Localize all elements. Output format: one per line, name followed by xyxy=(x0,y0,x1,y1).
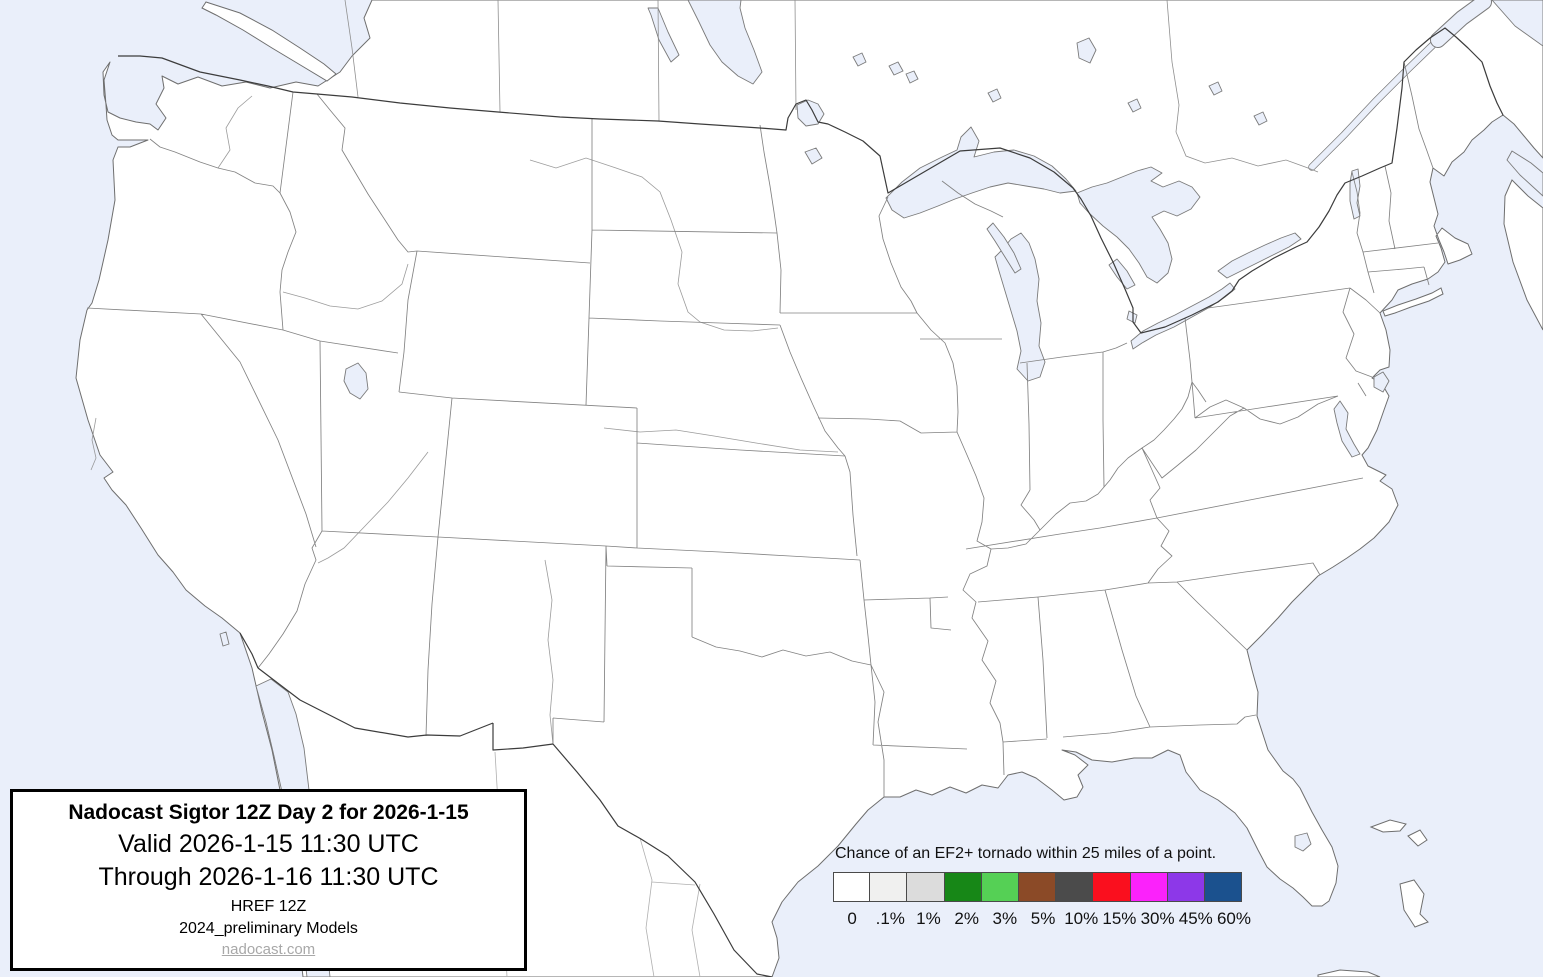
forecast-title: Nadocast Sigtor 12Z Day 2 for 2026-1-15 xyxy=(68,801,469,824)
legend-swatch-30 xyxy=(1130,872,1168,902)
legend-label-30: 30% xyxy=(1140,909,1175,928)
legend-swatch-1 xyxy=(870,872,908,902)
vancouver-island xyxy=(201,1,337,82)
nova-scotia xyxy=(1503,179,1543,331)
legend-label-45: 45% xyxy=(1178,909,1213,928)
lake-manitoba xyxy=(647,7,680,63)
state-borders xyxy=(86,61,1439,797)
legend-swatch-3 xyxy=(981,872,1019,902)
salton-sea xyxy=(219,631,230,647)
legend-swatch-2 xyxy=(944,872,982,902)
legend-caption: Chance of an EF2+ tornado within 25 mile… xyxy=(835,845,1217,862)
legend-label-1: .1% xyxy=(875,909,905,928)
delaware-bay xyxy=(1373,371,1390,393)
chesapeake-bay xyxy=(1333,400,1361,458)
bahamas-islands xyxy=(1369,819,1429,928)
lake-ontario xyxy=(1217,232,1302,279)
site-link-row: nadocast.com xyxy=(13,941,524,958)
bay-of-fundy xyxy=(1506,150,1543,197)
legend-label-15: 15% xyxy=(1102,909,1137,928)
legend-swatch-60 xyxy=(1204,872,1243,902)
lake-erie xyxy=(1130,282,1236,350)
lake-winnipeg xyxy=(687,0,763,85)
great-salt-lake xyxy=(343,362,369,400)
lake-superior xyxy=(885,126,1077,219)
lake-michigan xyxy=(994,232,1046,382)
lake-st-clair xyxy=(1126,310,1138,324)
legend-swatch-10 xyxy=(1056,872,1094,902)
model-version: 2024_preliminary Models xyxy=(179,920,358,937)
legend-label-3: 3% xyxy=(992,909,1018,928)
lake-okeechobee xyxy=(1294,832,1312,852)
probability-legend: Chance of an EF2+ tornado within 25 mile… xyxy=(833,845,1253,929)
legend-swatch-5 xyxy=(1018,872,1057,902)
legend-swatch-0 xyxy=(833,872,871,902)
forecast-title-box: Nadocast Sigtor 12Z Day 2 for 2026-1-15 … xyxy=(10,789,527,971)
legend-swatches xyxy=(833,872,1253,902)
lake-champlain xyxy=(1349,168,1361,220)
lakes xyxy=(219,0,1543,977)
green-bay xyxy=(986,222,1022,274)
gulf-of-st-lawrence-corner xyxy=(1491,0,1543,47)
st-lawrence-river xyxy=(1308,0,1492,171)
canada-small-lakes xyxy=(804,52,1268,165)
continent-land xyxy=(75,0,1543,977)
model-source: HREF 12Z xyxy=(230,898,307,915)
through-time: Through 2026-1-16 11:30 UTC xyxy=(98,863,439,891)
legend-label-60: 60% xyxy=(1216,909,1251,928)
nadocast-link[interactable]: nadocast.com xyxy=(221,941,316,958)
legend-label-0: 0 xyxy=(847,909,857,928)
legend-labels: 0 .1% 1% 2% 3% 5% 10% 15% 30% 45% 60% xyxy=(833,909,1253,929)
legend-label-1: 1% xyxy=(916,909,941,928)
legend-label-2: 2% xyxy=(954,909,979,928)
international-borders xyxy=(118,27,1504,977)
legend-label-5: 5% xyxy=(1030,909,1056,928)
canada-province-lines xyxy=(344,0,1319,173)
legend-swatch-1 xyxy=(907,872,945,902)
lake-huron xyxy=(1076,166,1201,284)
legend-swatch-45 xyxy=(1167,872,1205,902)
legend-label-10: 10% xyxy=(1064,909,1099,928)
islands xyxy=(201,1,1543,977)
long-island xyxy=(1382,287,1444,317)
valid-time: Valid 2026-1-15 11:30 UTC xyxy=(118,830,419,858)
legend-swatch-15 xyxy=(1093,872,1131,902)
rivers xyxy=(90,95,839,745)
lake-nipigon xyxy=(1076,37,1097,64)
